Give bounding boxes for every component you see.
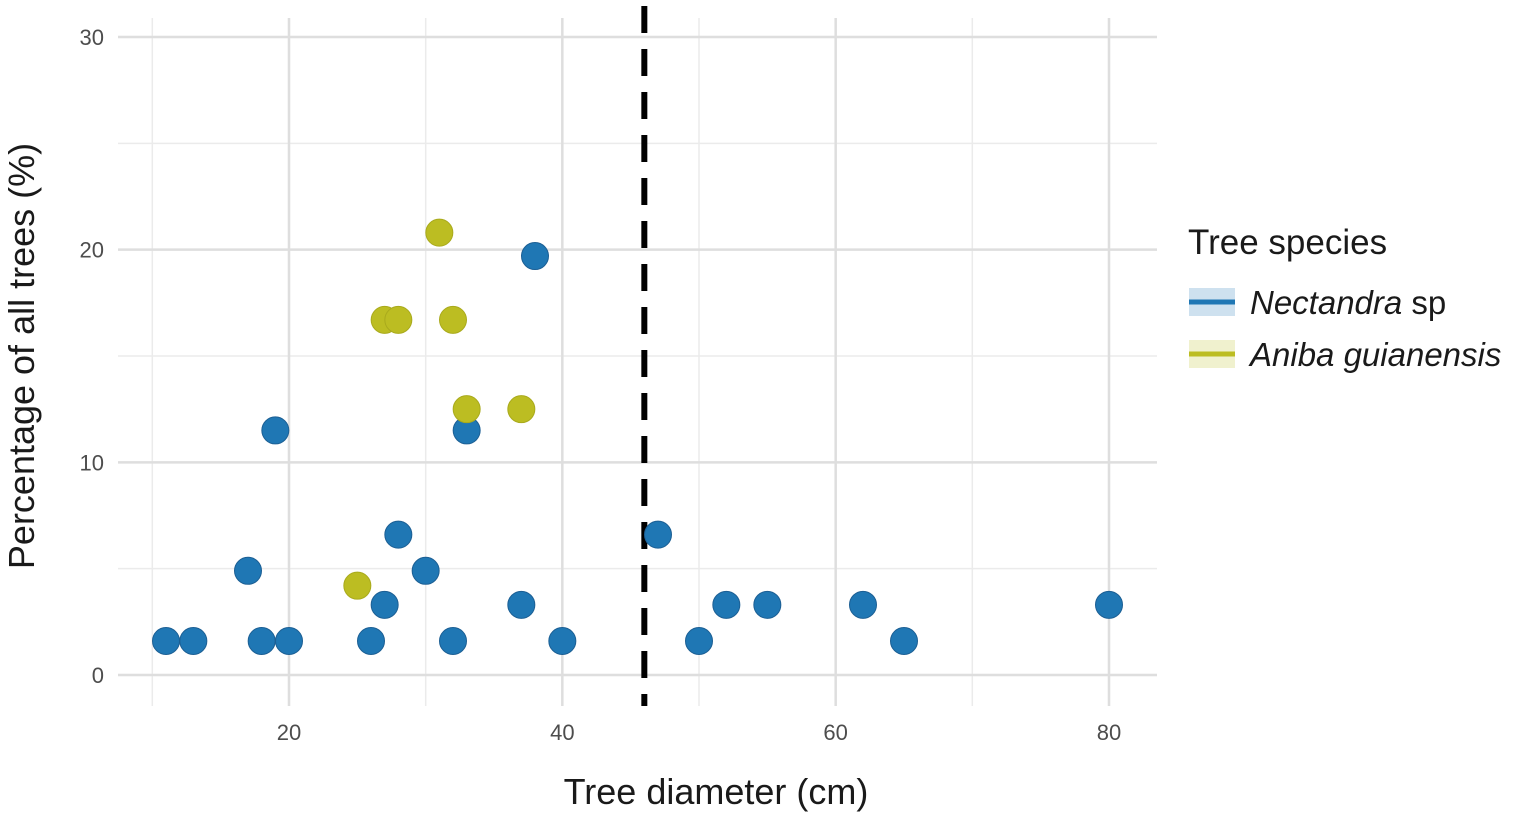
point-nectandra-sp bbox=[548, 626, 577, 655]
point-nectandra-sp bbox=[644, 520, 672, 549]
y-axis-title: Percentage of all trees (%) bbox=[1, 143, 42, 569]
point-nectandra-sp bbox=[1095, 590, 1123, 619]
point-nectandra-sp bbox=[753, 590, 782, 619]
point-aniba-guianensis bbox=[507, 395, 536, 424]
point-aniba-guianensis bbox=[384, 305, 413, 334]
point-nectandra-sp bbox=[411, 556, 440, 585]
minor-gridlines bbox=[118, 18, 1157, 706]
point-nectandra-sp bbox=[507, 590, 536, 619]
x-tick-label: 20 bbox=[277, 720, 301, 745]
major-gridlines bbox=[118, 18, 1157, 706]
x-tick-label: 40 bbox=[550, 720, 574, 745]
point-nectandra-sp bbox=[179, 626, 208, 655]
point-nectandra-sp bbox=[275, 626, 303, 655]
point-nectandra-sp bbox=[712, 590, 741, 619]
y-tick-label: 0 bbox=[92, 663, 104, 688]
point-nectandra-sp bbox=[370, 590, 399, 619]
x-axis-ticks: 20 40 60 80 bbox=[277, 720, 1121, 745]
y-tick-label: 10 bbox=[80, 450, 104, 475]
point-nectandra-sp bbox=[384, 520, 413, 549]
legend: Tree species Nectandra sp Aniba guianensi… bbox=[1188, 223, 1501, 373]
legend-entry: Aniba guianensis bbox=[1189, 336, 1501, 373]
point-nectandra-sp bbox=[357, 626, 385, 655]
point-nectandra-sp bbox=[685, 626, 713, 655]
legend-entry: Nectandra sp bbox=[1189, 284, 1446, 321]
point-nectandra-sp bbox=[261, 416, 290, 445]
point-nectandra-sp bbox=[152, 626, 180, 655]
point-nectandra-sp bbox=[521, 242, 549, 271]
y-tick-label: 30 bbox=[80, 25, 104, 50]
legend-label-italic: Aniba guianensis bbox=[1248, 336, 1501, 373]
x-tick-label: 60 bbox=[823, 720, 847, 745]
point-nectandra-sp bbox=[234, 556, 262, 585]
legend-title: Tree species bbox=[1188, 223, 1387, 262]
point-nectandra-sp bbox=[439, 626, 467, 655]
legend-entries: Nectandra sp Aniba guianensis bbox=[1189, 284, 1501, 373]
x-axis-title: Tree diameter (cm) bbox=[564, 771, 869, 812]
point-aniba-guianensis bbox=[343, 571, 372, 600]
legend-label: Aniba guianensis bbox=[1248, 336, 1501, 373]
point-aniba-guianensis bbox=[425, 218, 454, 247]
point-nectandra-sp bbox=[890, 626, 918, 655]
legend-label-italic: Nectandra bbox=[1250, 284, 1402, 321]
point-aniba-guianensis bbox=[439, 305, 467, 334]
y-axis-ticks: 0 10 20 30 bbox=[80, 25, 104, 688]
y-tick-label: 20 bbox=[80, 238, 104, 263]
point-aniba-guianensis bbox=[452, 395, 481, 424]
legend-label: Nectandra sp bbox=[1250, 284, 1446, 321]
point-nectandra-sp bbox=[247, 626, 276, 655]
point-nectandra-sp bbox=[849, 590, 877, 619]
legend-label-plain: sp bbox=[1402, 284, 1446, 321]
x-tick-label: 80 bbox=[1097, 720, 1121, 745]
data-points bbox=[152, 218, 1123, 655]
